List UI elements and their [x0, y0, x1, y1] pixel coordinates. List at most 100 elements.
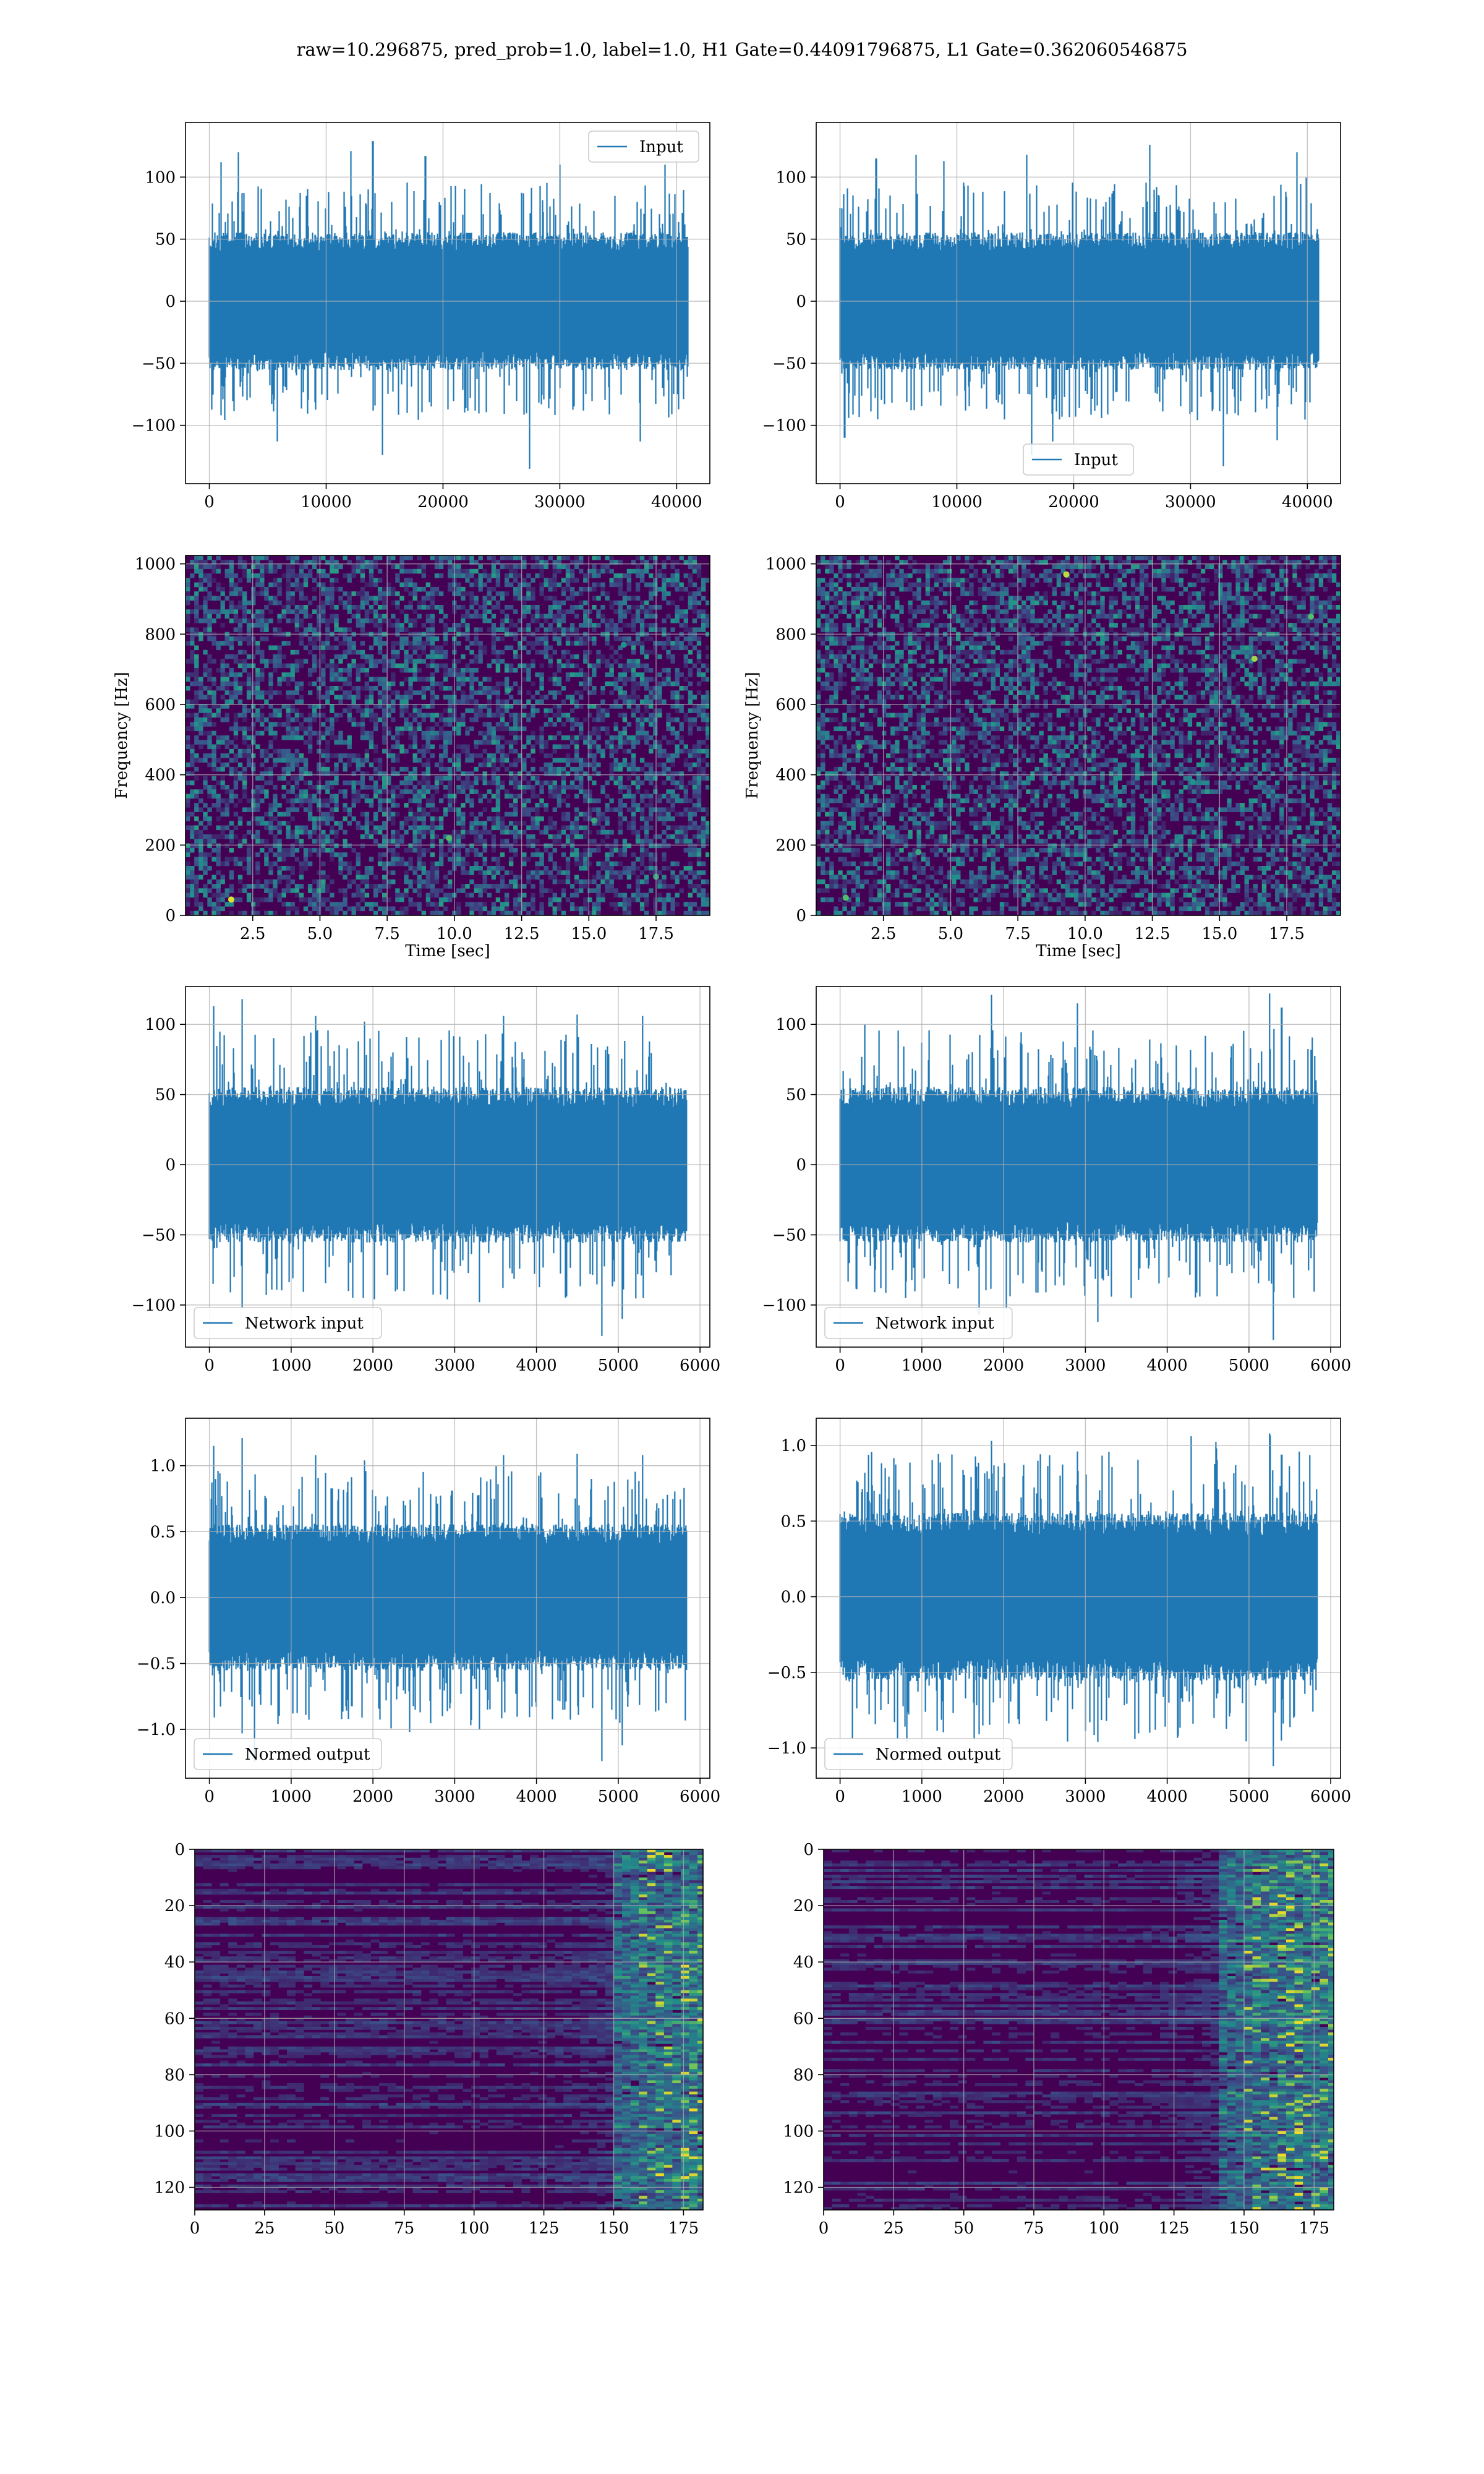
l1-spectrogram-hotspot	[1063, 571, 1070, 578]
l1-normed-output-legend-label: Normed output	[876, 1745, 1001, 1764]
l1-spectrogram-x-tick-label: 12.5	[1135, 925, 1171, 943]
l1-feature-map-x-tick-label: 50	[953, 2219, 974, 2238]
l1-network-input-y-tick-label: −100	[762, 1296, 806, 1315]
h1-normed-output-legend-box	[194, 1738, 382, 1770]
l1-normed-output-y-tick-label: 0.5	[781, 1512, 806, 1531]
l1-spectrogram-x-axis-label: Time [sec]	[1036, 942, 1121, 961]
h1-input-x-tick-label: 20000	[417, 493, 469, 511]
l1-input-x-tick-label: 10000	[931, 493, 983, 511]
l1-spectrogram-y-tick-label: 800	[775, 625, 806, 644]
h1-normed-output-legend-label: Normed output	[245, 1745, 370, 1764]
l1-input-x-tick-label: 40000	[1282, 493, 1333, 511]
l1-feature-map-y-tick-label: 120	[783, 2179, 814, 2198]
l1-normed-output-x-tick-label: 1000	[902, 1787, 942, 1806]
h1-spectrogram-hotspot	[228, 896, 234, 903]
l1-normed-output-y-tick-label: −0.5	[767, 1664, 806, 1682]
l1-feature-map-x-tick-label: 125	[1159, 2219, 1190, 2238]
l1-input-y-tick-label: 50	[786, 231, 806, 249]
l1-network-input-frame	[816, 986, 1341, 1348]
l1-normed-output-y-tick-label: 0.0	[781, 1588, 806, 1607]
h1-spectrogram-x-axis-label: Time [sec]	[405, 942, 490, 961]
h1-normed-output-x-tick-label: 0	[204, 1787, 215, 1806]
l1-feature-map-frame	[823, 1849, 1334, 2211]
h1-normed-output-frame	[185, 1418, 710, 1779]
h1-normed-output-x-tick-label: 6000	[680, 1787, 720, 1806]
h1-input-x-tick-label: 30000	[534, 493, 586, 511]
l1-spectrogram-plot-area	[816, 555, 1341, 915]
h1-normed-output-x-tick-label: 4000	[516, 1787, 557, 1806]
h1-spectrogram-x-tick-label: 10.0	[437, 925, 472, 943]
h1-network-input-plot-area	[208, 999, 688, 1336]
h1-input-frame	[185, 122, 710, 484]
h1-input-y-tick-label: 0	[165, 293, 176, 311]
h1-input-legend-box	[588, 131, 699, 163]
h1-network-input-y-tick-label: −50	[142, 1226, 176, 1245]
h1-network-input-x-tick-label: 3000	[434, 1356, 475, 1375]
l1-normed-output-frame	[816, 1418, 1341, 1779]
h1-network-input-y-tick-label: 0	[165, 1156, 176, 1175]
l1-input-legend-box	[1023, 443, 1134, 476]
h1-normed-output-y-tick-label: 0.0	[150, 1589, 176, 1607]
figure-suptitle: raw=10.296875, pred_prob=1.0, label=1.0,…	[296, 39, 1187, 61]
h1-input-axes: 0 10000 20000 30000 40000 −100 −50 0 50 100 Input	[132, 122, 710, 511]
h1-input-legend-label: Input	[639, 138, 683, 156]
h1-network-input-x-tick-label: 2000	[352, 1356, 393, 1375]
l1-normed-output-plot-area	[839, 1433, 1318, 1766]
h1-network-input-frame	[185, 986, 710, 1348]
h1-normed-output-legend: Normed output	[194, 1738, 382, 1770]
l1-network-input-legend: Network input	[824, 1307, 1013, 1339]
l1-input-y-tick-label: −100	[762, 417, 806, 435]
l1-normed-output-x-tick-label: 3000	[1065, 1787, 1106, 1806]
l1-spectrogram-x-tick-label: 5.0	[938, 925, 963, 943]
h1-input-y-tick-label: −100	[132, 417, 176, 435]
h1-feature-map-x-tick-label: 150	[599, 2219, 629, 2238]
h1-feature-map-y-tick-label: 60	[164, 2010, 185, 2028]
l1-input-y-tick-label: 100	[775, 168, 806, 187]
l1-network-input-x-tick-label: 2000	[983, 1356, 1024, 1375]
h1-feature-map-y-tick-label: 80	[164, 2066, 185, 2084]
h1-feature-map-y-tick-label: 40	[164, 1953, 185, 1972]
l1-feature-map-x-tick-label: 100	[1088, 2219, 1119, 2238]
h1-spectrogram-y-tick-label: 400	[145, 766, 176, 785]
h1-network-input-legend: Network input	[194, 1307, 382, 1339]
h1-feature-map-y-tick-label: 20	[164, 1897, 185, 1915]
l1-network-input-x-tick-label: 4000	[1147, 1356, 1188, 1375]
l1-network-input-series-line	[839, 993, 1318, 1340]
l1-spectrogram-y-tick-label: 1000	[765, 555, 806, 574]
l1-feature-map-axes: 0 25 50 75 100 125 150 175 0 20 40 60 80 100 120	[783, 1841, 1334, 2238]
h1-spectrogram-x-tick-label: 12.5	[504, 925, 540, 943]
h1-network-input-legend-box	[194, 1307, 382, 1339]
h1-spectrogram-y-tick-label: 1000	[135, 555, 176, 574]
l1-normed-output-legend: Normed output	[824, 1738, 1013, 1770]
h1-input-x-tick-label: 10000	[301, 493, 352, 511]
l1-network-input-axes: 0 1000 2000 3000 4000 5000 6000 −100 −50 0 50 100 Ne…	[762, 986, 1351, 1375]
l1-feature-map-y-tick-label: 80	[793, 2066, 814, 2084]
l1-spectrogram-axes: 2.5 5.0 7.5 10.0 12.5 15.0 17.5 0 200 400 600 800 10…	[743, 555, 1341, 961]
l1-normed-output-x-tick-label: 6000	[1310, 1787, 1351, 1806]
l1-spectrogram-hotspot	[1189, 779, 1196, 785]
l1-normed-output-legend-box	[824, 1738, 1013, 1770]
h1-spectrogram-x-tick-label: 17.5	[638, 925, 674, 943]
l1-feature-map-x-tick-label: 25	[884, 2219, 904, 2238]
l1-normed-output-y-tick-label: −1.0	[767, 1739, 806, 1758]
l1-normed-output-x-tick-label: 4000	[1147, 1787, 1188, 1806]
l1-spectrogram-y-tick-label: 600	[775, 696, 806, 714]
h1-network-input-y-tick-label: 100	[145, 1016, 176, 1034]
l1-input-x-tick-label: 20000	[1048, 493, 1099, 511]
h1-spectrogram-x-tick-label: 2.5	[240, 925, 265, 943]
l1-network-input-legend-label: Network input	[876, 1314, 994, 1333]
h1-network-input-x-tick-label: 1000	[271, 1356, 312, 1375]
l1-feature-map-y-tick-label: 0	[803, 1841, 814, 1859]
l1-network-input-y-tick-label: 0	[796, 1156, 806, 1175]
l1-spectrogram-x-tick-label: 2.5	[871, 925, 896, 943]
l1-input-legend: Input	[1023, 443, 1134, 476]
h1-feature-map-x-tick-label: 175	[668, 2219, 699, 2238]
h1-spectrogram-x-tick-label: 15.0	[571, 925, 607, 943]
l1-input-frame	[816, 122, 1341, 484]
h1-spectrogram-hotspot	[446, 834, 453, 841]
l1-input-x-tick-label: 0	[835, 493, 845, 511]
l1-feature-map-y-tick-label: 60	[793, 2010, 814, 2028]
h1-network-input-x-tick-label: 6000	[680, 1356, 720, 1375]
l1-normed-output-y-tick-label: 1.0	[781, 1437, 806, 1455]
